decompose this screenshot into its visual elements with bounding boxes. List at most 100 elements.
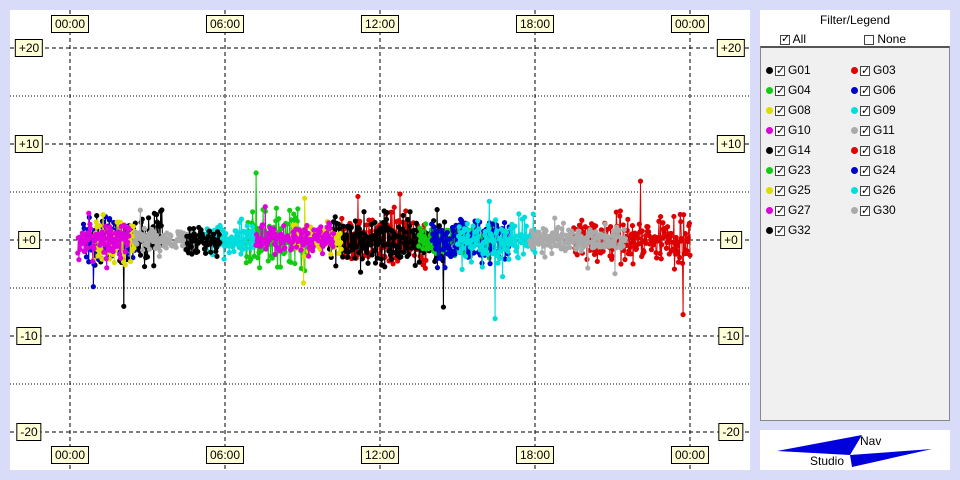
series-g27 (253, 204, 337, 259)
legend-item-g06[interactable]: G06 (851, 82, 896, 99)
legend-label: G32 (788, 223, 811, 237)
filter-all-checkbox[interactable] (780, 32, 790, 45)
legend-item-g27[interactable]: G27 (766, 202, 811, 219)
legend-checkbox[interactable] (775, 143, 785, 159)
legend-color-dot (766, 67, 773, 75)
data-point (168, 233, 174, 239)
legend-checkbox[interactable] (860, 143, 870, 159)
series-g18 (571, 178, 693, 318)
data-point (145, 215, 152, 221)
legend-checkbox[interactable] (775, 123, 785, 139)
legend-color-dot (766, 127, 773, 135)
data-point (620, 222, 626, 228)
data-point (504, 229, 510, 235)
legend-checkbox[interactable] (860, 183, 870, 199)
legend-checkbox[interactable] (775, 83, 785, 99)
data-point (552, 215, 558, 221)
legend-checkbox[interactable] (860, 83, 870, 99)
x-tick-label-bottom: 00:00 (50, 446, 90, 464)
legend-checkbox[interactable] (775, 63, 785, 79)
legend-checkbox[interactable] (775, 223, 785, 239)
legend-item-g24[interactable]: G24 (851, 162, 896, 179)
filter-none-checkbox[interactable] (864, 34, 874, 45)
legend-checkbox[interactable] (860, 203, 870, 219)
data-point (436, 223, 443, 229)
y-tick-label-right: -10 (718, 327, 744, 345)
data-point (253, 170, 259, 176)
filter-none-option[interactable]: None (864, 32, 906, 46)
series-segment (393, 207, 396, 233)
data-point (263, 246, 269, 252)
legend-label: G11 (873, 123, 895, 137)
legend-item-g08[interactable]: G08 (766, 102, 811, 119)
data-point (250, 209, 256, 215)
legend-item-g26[interactable]: G26 (851, 182, 896, 199)
data-point (687, 252, 693, 258)
legend-item-g04[interactable]: G04 (766, 82, 811, 99)
legend-checkbox[interactable] (775, 203, 785, 219)
series-segment (400, 237, 402, 257)
series-segment (494, 219, 497, 319)
legend-color-dot (851, 147, 858, 155)
legend-color-dot (851, 87, 858, 95)
data-point (378, 256, 384, 262)
data-point (299, 231, 305, 237)
data-point (126, 226, 133, 233)
data-point (441, 219, 448, 225)
legend-label: G18 (873, 143, 896, 157)
legend-label: G14 (788, 143, 811, 157)
logo-studio-text: Studio (810, 454, 845, 468)
data-point (108, 232, 115, 238)
series-segment (139, 210, 142, 237)
legend-label: G09 (873, 103, 896, 117)
series-g32 (183, 224, 223, 259)
data-point (400, 212, 406, 219)
legend-item-g09[interactable]: G09 (851, 102, 896, 119)
legend-item-g18[interactable]: G18 (851, 142, 896, 159)
legend-item-g03[interactable]: G03 (851, 62, 896, 79)
legend-checkbox[interactable] (860, 103, 870, 119)
data-point (238, 216, 245, 222)
legend-label: G03 (873, 63, 896, 77)
legend-checkbox[interactable] (775, 183, 785, 199)
legend-label: G06 (873, 83, 896, 97)
legend-item-g32[interactable]: G32 (766, 222, 811, 239)
data-point (475, 218, 481, 224)
data-point (405, 216, 411, 223)
data-point (99, 229, 105, 235)
x-tick-label-top: 06:00 (205, 15, 245, 33)
legend-checkbox[interactable] (860, 63, 870, 79)
data-point (413, 220, 419, 226)
legend-color-dot (851, 167, 858, 175)
navstudio-logo: Nav Studio (760, 430, 950, 470)
filter-all-option[interactable]: All (780, 32, 806, 46)
data-point (337, 231, 343, 237)
data-point (327, 225, 333, 231)
legend-checkbox[interactable] (860, 163, 870, 179)
series-g26 (454, 198, 538, 322)
legend-checkbox[interactable] (775, 163, 785, 179)
data-point (187, 226, 193, 232)
data-point (470, 223, 476, 229)
legend-item-g25[interactable]: G25 (766, 182, 811, 199)
legend-item-g10[interactable]: G10 (766, 122, 811, 139)
legend-checkbox[interactable] (860, 123, 870, 139)
legend-item-g11[interactable]: G11 (851, 122, 895, 139)
legend-item-g23[interactable]: G23 (766, 162, 811, 179)
legend-item-g14[interactable]: G14 (766, 142, 811, 159)
data-point (576, 228, 582, 234)
series-segment (680, 221, 682, 239)
legend-checkbox[interactable] (775, 103, 785, 119)
data-point (153, 232, 160, 238)
y-tick-label-right: +0 (720, 231, 742, 249)
data-point (402, 229, 408, 235)
legend-color-dot (851, 187, 858, 195)
series-g04 (243, 170, 311, 274)
legend-item-g30[interactable]: G30 (851, 202, 896, 219)
data-point (336, 221, 342, 227)
series-segment (407, 219, 409, 243)
legend-item-g01[interactable]: G01 (766, 62, 811, 79)
legend-color-dot (766, 87, 773, 95)
data-point (355, 193, 361, 200)
legend-color-dot (766, 167, 773, 175)
